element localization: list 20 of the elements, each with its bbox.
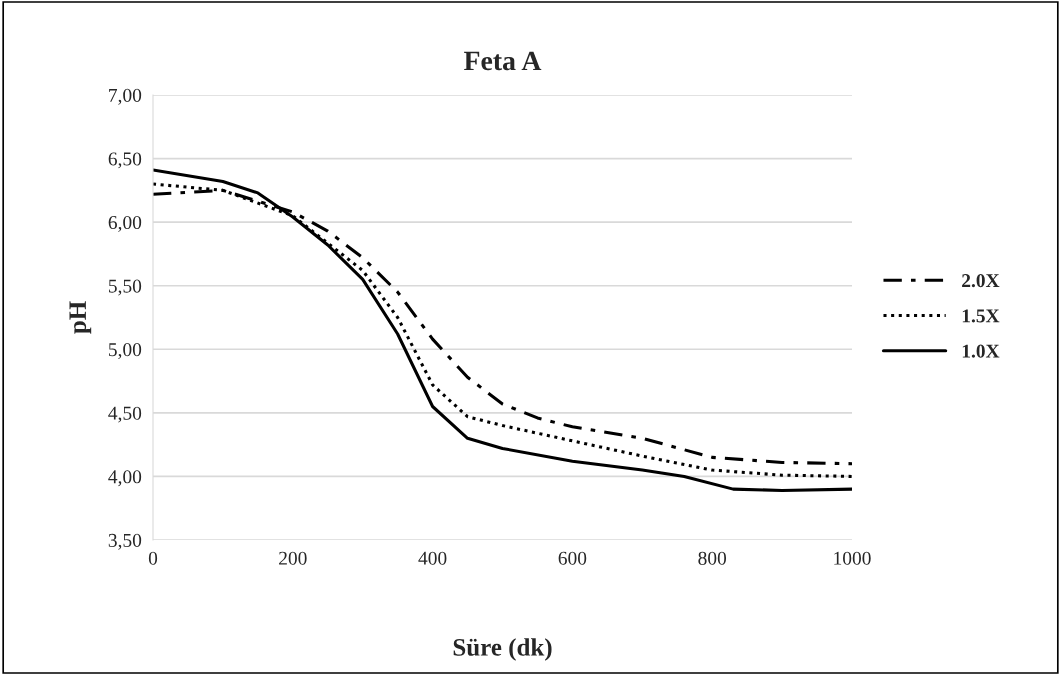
x-tick-label: 400 xyxy=(418,551,447,565)
x-tick-label: 1000 xyxy=(834,551,871,565)
chart-title: Feta A xyxy=(464,51,542,71)
y-tick-label: 6,00 xyxy=(108,215,142,232)
legend-label: 2.0X xyxy=(962,274,1000,288)
x-axis-title: Süre (dk) xyxy=(453,638,552,661)
y-tick-label: 7,00 xyxy=(109,88,142,105)
x-tick-label: 0 xyxy=(148,551,158,565)
y-tick-label: 5,50 xyxy=(108,279,142,296)
legend-label: 1.5X xyxy=(962,309,1000,323)
y-tick-label: 3,50 xyxy=(108,533,142,550)
y-axis-title: pH xyxy=(69,301,92,334)
x-tick-label: 200 xyxy=(279,551,307,565)
x-tick-label: 600 xyxy=(558,551,587,565)
y-tick-label: 4,00 xyxy=(108,470,142,487)
y-tick-label: 4,50 xyxy=(108,406,142,423)
y-tick-label: 5,00 xyxy=(108,343,142,360)
y-tick-label: 6,50 xyxy=(108,152,142,169)
legend-label: 1.0X xyxy=(962,344,1000,358)
x-tick-label: 800 xyxy=(698,551,727,565)
